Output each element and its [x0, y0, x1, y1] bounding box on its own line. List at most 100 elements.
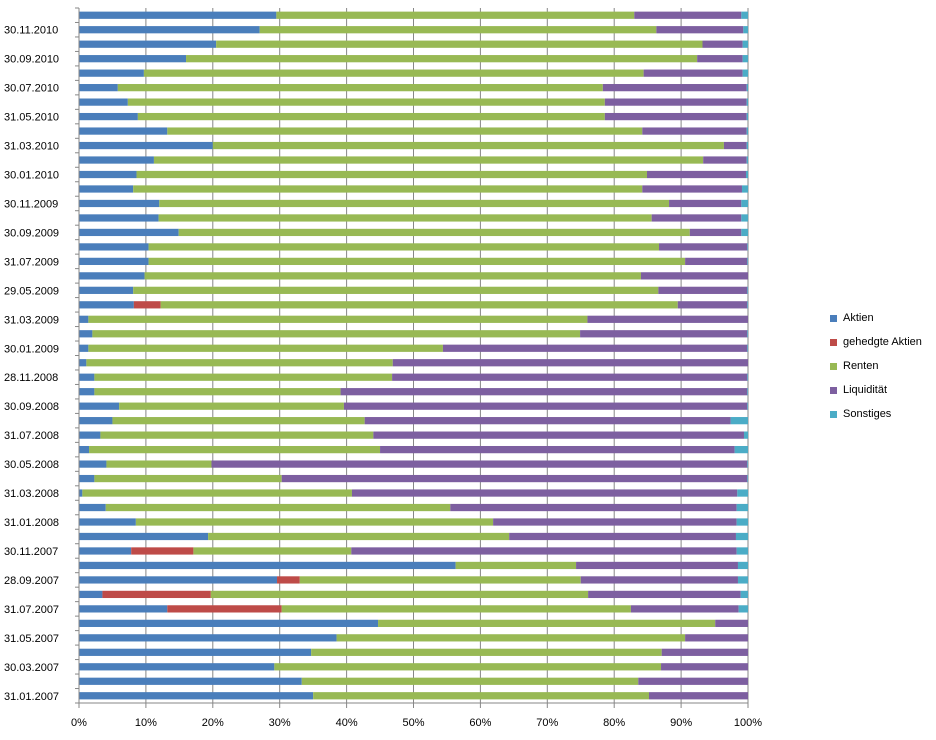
- y-axis-labels: 30.11.2010 30.09.2010 30.07.2010 31.05.2010…: [4, 25, 59, 703]
- bar-segment-renten: [299, 576, 581, 584]
- bar-segment-renten: [143, 69, 644, 77]
- bar-segment-sonstiges: [741, 214, 748, 222]
- bar-segment-aktien: [79, 677, 302, 685]
- bar-segment-sonstiges: [742, 69, 748, 77]
- bar-segment-aktien: [79, 692, 314, 700]
- bar-segment-renten: [167, 127, 643, 135]
- y-category-label: 30.05.2008: [4, 459, 59, 471]
- bar-segment-renten: [94, 474, 282, 483]
- bar-segment-liquidit-t: [661, 648, 748, 656]
- bar-segment-renten: [88, 344, 443, 352]
- bar-segment-liquidit-t: [442, 344, 748, 352]
- bar-segment-aktien: [79, 518, 136, 526]
- bar-segment-renten: [92, 330, 581, 338]
- bar-segment-sonstiges: [746, 141, 748, 150]
- bar-segment-aktien: [79, 272, 145, 280]
- bar-segment-sonstiges: [736, 547, 748, 555]
- bar-segment-sonstiges: [746, 127, 748, 135]
- bar-segment-sonstiges: [747, 286, 748, 294]
- bar-segment-renten: [313, 692, 649, 700]
- bar-segment-sonstiges: [741, 185, 748, 193]
- bar-segment-sonstiges: [737, 576, 748, 584]
- bar-segment-liquidit-t: [640, 272, 748, 280]
- bar-segment-aktien: [79, 98, 128, 106]
- bar-segment-sonstiges: [740, 590, 748, 599]
- bar-segment-aktien: [79, 388, 95, 396]
- y-category-label: 31.03.2009: [4, 314, 59, 326]
- bar-segment-aktien: [79, 84, 118, 92]
- bar-segment-liquidit-t: [689, 228, 742, 237]
- gridlines: [78, 8, 749, 708]
- bar-segment-gehedgte-aktien: [102, 590, 211, 599]
- bar-segment-liquidit-t: [669, 199, 742, 208]
- bar-segment-renten: [148, 243, 660, 251]
- bar-segment-sonstiges: [746, 98, 748, 106]
- y-category-label: 30.11.2007: [4, 546, 58, 558]
- bar-segment-sonstiges: [734, 445, 748, 454]
- bar-segment-liquidit-t: [634, 11, 742, 19]
- bar-segment-aktien: [79, 445, 90, 454]
- bar-segment-sonstiges: [738, 605, 748, 613]
- bar-segment-aktien: [79, 243, 149, 251]
- bar-segment-aktien: [79, 634, 337, 642]
- bar-segment-aktien: [79, 503, 106, 512]
- legend-swatch: [830, 338, 837, 346]
- bar-segment-aktien: [79, 474, 95, 483]
- bar-segment-liquidit-t: [343, 402, 748, 410]
- x-tick-label: 20%: [202, 717, 224, 729]
- bar-segment-liquidit-t: [656, 26, 744, 34]
- bar-segment-renten: [133, 286, 659, 294]
- bar-segment-aktien: [79, 112, 138, 121]
- bar-segment-liquidit-t: [703, 156, 747, 164]
- bar-segment-sonstiges: [742, 40, 748, 48]
- x-tick-label: 40%: [336, 717, 358, 729]
- bar-segment-renten: [127, 98, 605, 106]
- bar-segment-sonstiges: [730, 417, 748, 425]
- bar-segment-gehedgte-aktien: [167, 605, 282, 613]
- y-category-label: 30.09.2010: [4, 54, 59, 66]
- bar-segment-renten: [94, 388, 341, 396]
- legend: Aktien gehedgte Aktien Renten Liquidität Son…: [830, 306, 922, 426]
- bar-segment-aktien: [79, 156, 154, 164]
- legend-item: Renten: [830, 354, 922, 378]
- bar-segment-sonstiges: [746, 112, 748, 121]
- bar-segment-liquidit-t: [723, 141, 747, 150]
- bar-segment-gehedgte-aktien: [131, 547, 194, 555]
- bar-segment-renten: [301, 677, 639, 685]
- bar-segment-sonstiges: [741, 199, 748, 208]
- bar-segment-renten: [178, 228, 690, 237]
- bar-segment-aktien: [79, 373, 95, 381]
- x-axis-labels: 0% 10% 20% 30% 40% 50% 60% 70% 80% 90% 100%: [71, 717, 762, 729]
- bar-segment-renten: [160, 301, 678, 309]
- bar-segment-renten: [119, 402, 344, 410]
- bar-segment-aktien: [79, 359, 87, 367]
- bar-segment-liquidit-t: [576, 561, 738, 570]
- bar-segment-renten: [336, 634, 686, 642]
- bar-segment-sonstiges: [747, 373, 748, 381]
- bar-segment-liquidit-t: [580, 330, 748, 338]
- bar-segment-aktien: [79, 648, 312, 656]
- bar-segment-sonstiges: [747, 344, 748, 352]
- bar-segment-aktien: [79, 663, 275, 671]
- bar-segment-aktien: [79, 40, 217, 48]
- bar-segment-liquidit-t: [685, 634, 748, 642]
- bar-segment-liquidit-t: [450, 503, 737, 512]
- bar-segment-aktien: [79, 170, 137, 179]
- bar-segment-aktien: [79, 286, 134, 294]
- bar-segment-renten: [82, 489, 352, 497]
- bar-segment-aktien: [79, 344, 89, 352]
- bar-segment-renten: [212, 141, 724, 150]
- bar-segment-renten: [276, 11, 635, 19]
- bar-segment-renten: [193, 547, 352, 555]
- bar-segment-renten: [135, 518, 494, 526]
- legend-label: Liquidität: [843, 384, 888, 396]
- bar-segment-liquidit-t: [587, 315, 748, 323]
- bar-segment-aktien: [79, 141, 213, 150]
- bar-segment-renten: [259, 26, 657, 34]
- x-tick-label: 30%: [269, 717, 291, 729]
- bar-segment-aktien: [79, 605, 168, 613]
- bar-segment-renten: [159, 199, 670, 208]
- bar-segment-sonstiges: [747, 243, 748, 251]
- bar-segment-aktien: [79, 460, 107, 468]
